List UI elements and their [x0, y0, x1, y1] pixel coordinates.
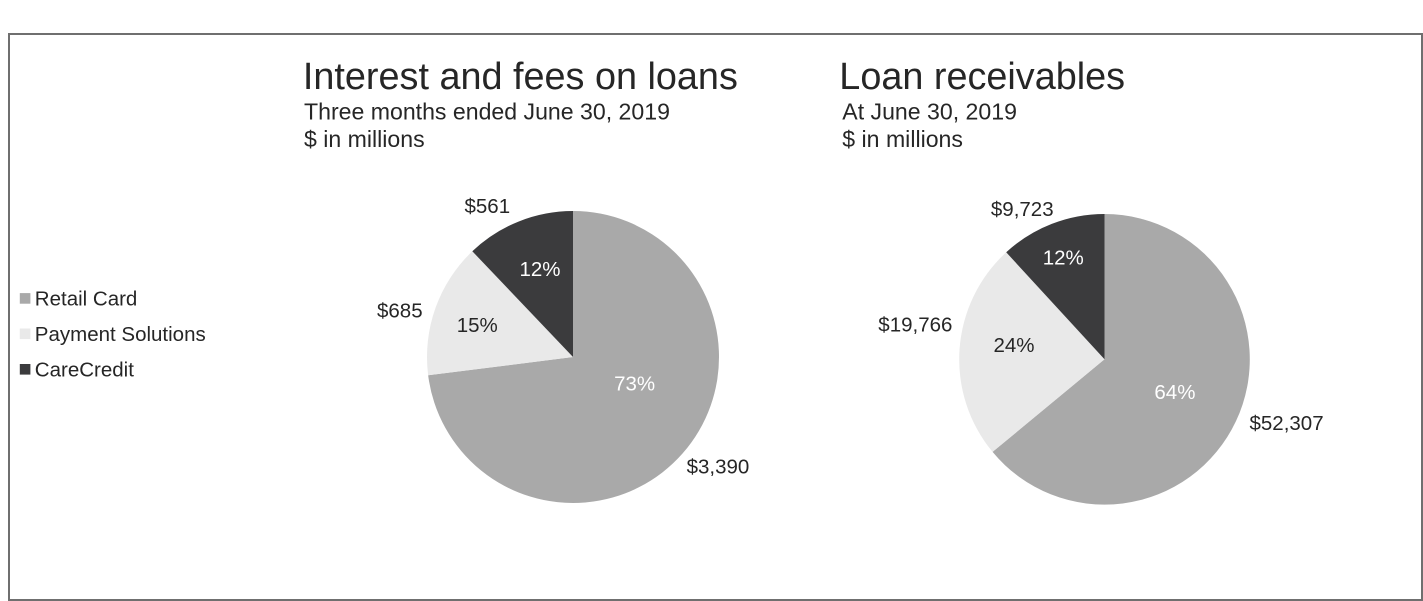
svg-text:Payment Solutions: Payment Solutions: [35, 323, 206, 346]
svg-text:Interest and fees on loans: Interest and fees on loans: [303, 56, 738, 98]
svg-text:CareCredit: CareCredit: [35, 358, 134, 381]
svg-text:$ in millions: $ in millions: [304, 126, 425, 152]
svg-text:Retail Card: Retail Card: [35, 288, 138, 311]
svg-text:At June 30, 2019: At June 30, 2019: [842, 99, 1017, 125]
svg-text:$19,766: $19,766: [878, 314, 952, 337]
svg-text:24%: 24%: [994, 334, 1035, 357]
svg-text:$9,723: $9,723: [991, 198, 1054, 221]
svg-text:Loan receivables: Loan receivables: [839, 56, 1125, 98]
svg-text:$52,307: $52,307: [1250, 412, 1324, 435]
svg-text:12%: 12%: [1043, 247, 1084, 270]
svg-text:$3,390: $3,390: [687, 456, 750, 479]
svg-text:$561: $561: [465, 195, 511, 218]
svg-text:64%: 64%: [1154, 381, 1195, 404]
svg-text:Three months ended June 30, 20: Three months ended June 30, 2019: [304, 99, 670, 125]
svg-text:15%: 15%: [457, 314, 498, 337]
svg-text:12%: 12%: [520, 258, 561, 281]
svg-text:73%: 73%: [614, 372, 655, 395]
svg-text:$685: $685: [377, 300, 423, 323]
svg-text:$ in millions: $ in millions: [842, 126, 963, 152]
